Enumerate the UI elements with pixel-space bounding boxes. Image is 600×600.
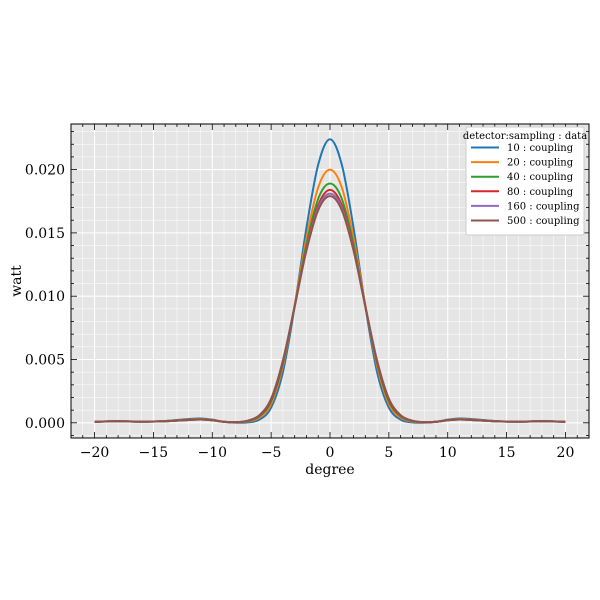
legend-entries: 10 : coupling 20 : coupling 40 : coupling 8… (471, 143, 580, 227)
x-tick-label: 15 (498, 445, 516, 461)
legend-title: detector:sampling : data (463, 131, 587, 142)
axis-ticks (70, 124, 590, 438)
x-tick-label: −20 (80, 445, 110, 461)
x-tick-label: 0 (326, 445, 335, 461)
series-line-500 (94, 195, 566, 424)
y-tick-label: 0.010 (25, 289, 65, 305)
y-tick-label: 0.000 (25, 416, 65, 432)
y-tick-label: 0.005 (25, 353, 65, 369)
y-tick-label: 0.020 (25, 163, 65, 179)
x-tick-label: 5 (384, 445, 393, 461)
legend-entry-label: 80 : coupling (507, 187, 574, 198)
y-tick-label: 0.015 (25, 226, 65, 242)
x-tick-label: 10 (439, 445, 457, 461)
x-tick-label: −15 (139, 445, 169, 461)
x-tick-label: −10 (197, 445, 227, 461)
y-axis-label: watt (9, 265, 25, 297)
legend-entry-label: 500 : coupling (507, 216, 580, 227)
legend-box (465, 126, 585, 236)
legend-entry-label: 10 : coupling (507, 143, 574, 154)
x-tick-label: 20 (557, 445, 575, 461)
major-grid (71, 124, 589, 438)
legend-entry-label: 20 : coupling (507, 158, 574, 169)
legend-entry-label: 160 : coupling (507, 201, 580, 212)
legend-entry-label: 40 : coupling (507, 172, 574, 183)
x-tick-label: −5 (261, 445, 282, 461)
x-axis-label: degree (305, 462, 354, 478)
legend: detector:sampling : data 10 : coupling 20… (463, 126, 587, 236)
series-lines (94, 138, 566, 424)
tick-labels: −20 −15 −10 −5 0 5 10 15 20 0.000 0.005 0.010 0.015 0… (25, 163, 574, 461)
